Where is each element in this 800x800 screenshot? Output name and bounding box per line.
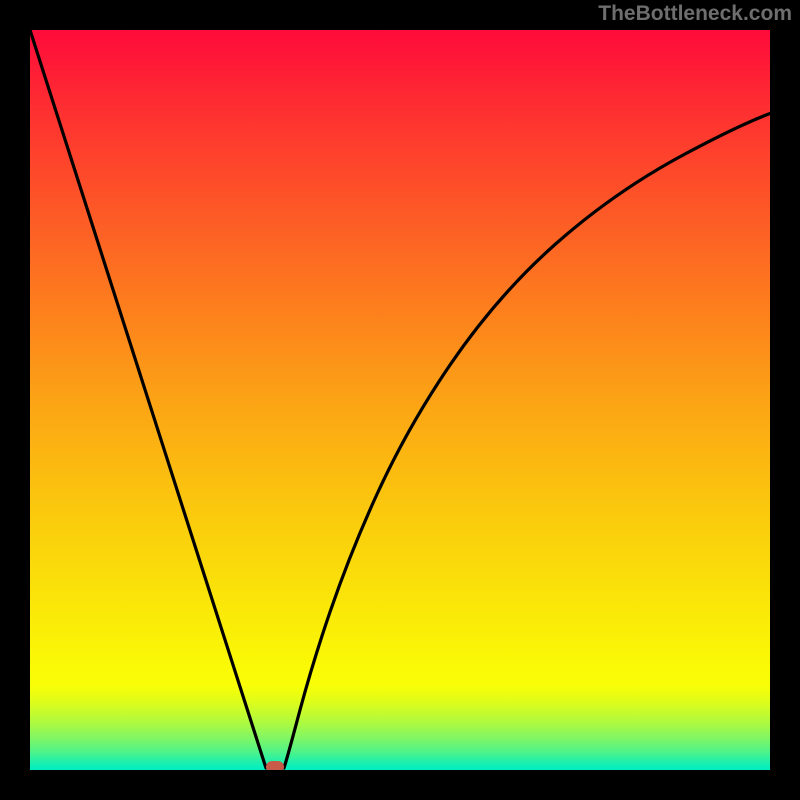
bottleneck-chart — [30, 30, 770, 770]
minimum-marker — [266, 761, 284, 770]
outer-frame: TheBottleneck.com — [0, 0, 800, 800]
chart-background — [30, 30, 770, 770]
plot-area — [30, 30, 770, 770]
watermark-text: TheBottleneck.com — [598, 2, 792, 26]
